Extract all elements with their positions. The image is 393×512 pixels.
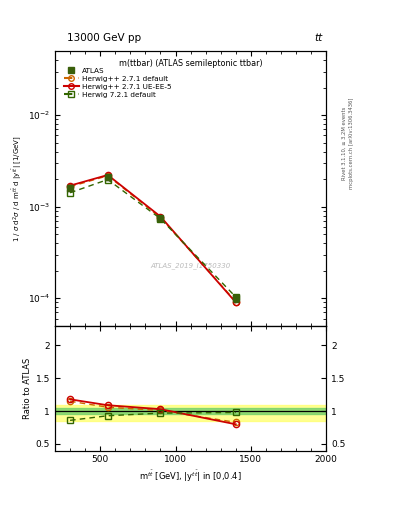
Legend: ATLAS, Herwig++ 2.7.1 default, Herwig++ 2.7.1 UE-EE-5, Herwig 7.2.1 default: ATLAS, Herwig++ 2.7.1 default, Herwig++ … bbox=[61, 66, 174, 100]
Text: 13000 GeV pp: 13000 GeV pp bbox=[67, 33, 141, 44]
Y-axis label: Ratio to ATLAS: Ratio to ATLAS bbox=[23, 357, 31, 419]
Text: m(ttbar) (ATLAS semileptonic ttbar): m(ttbar) (ATLAS semileptonic ttbar) bbox=[119, 59, 263, 69]
Text: mcplots.cern.ch [arXiv:1306.3436]: mcplots.cern.ch [arXiv:1306.3436] bbox=[349, 98, 354, 189]
X-axis label: m$^{t\bar{t}}$ [GeV], |y$^{t\bar{t}}$| in [0,0.4]: m$^{t\bar{t}}$ [GeV], |y$^{t\bar{t}}$| i… bbox=[139, 468, 242, 484]
Text: Rivet 3.1.10, ≥ 3.2M events: Rivet 3.1.10, ≥ 3.2M events bbox=[342, 106, 346, 180]
Y-axis label: 1 / $\sigma$ d$^2\sigma$ / d m$^{t\bar{t}}$ d |y$^{t\bar{t}}$| [1/GeV]: 1 / $\sigma$ d$^2\sigma$ / d m$^{t\bar{t… bbox=[11, 135, 25, 242]
Bar bbox=[55, 408, 326, 414]
Text: tt: tt bbox=[314, 33, 322, 44]
Bar bbox=[55, 404, 326, 421]
Text: ATLAS_2019_I1750330: ATLAS_2019_I1750330 bbox=[151, 262, 231, 269]
